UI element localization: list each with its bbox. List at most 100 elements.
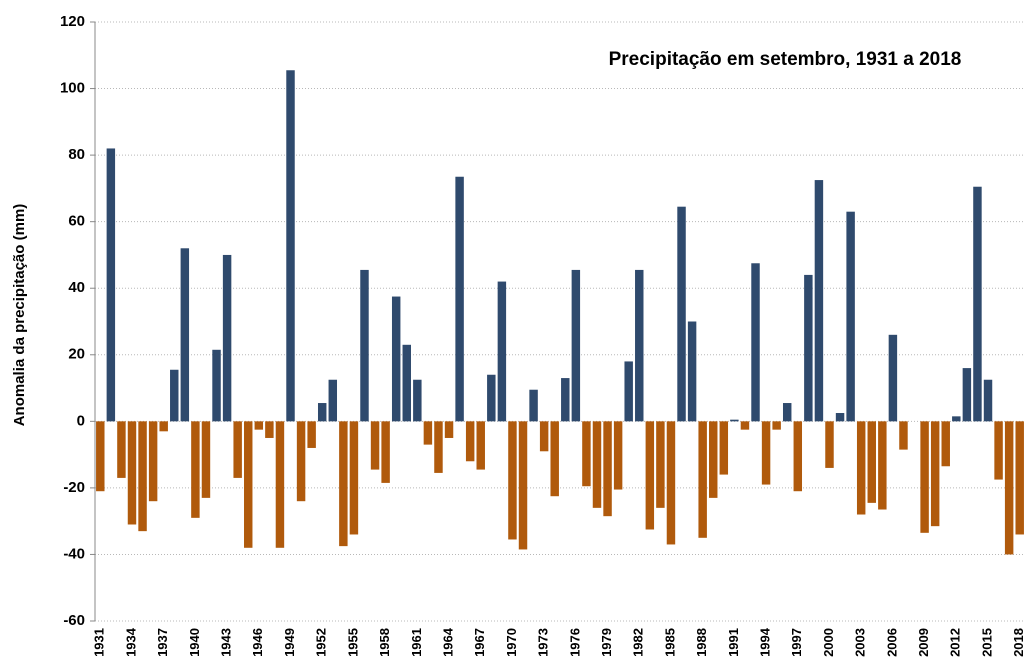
x-tick-label: 1982	[631, 628, 646, 657]
bar	[487, 374, 496, 422]
x-tick-label: 1970	[504, 628, 519, 657]
x-tick-label: 2015	[979, 628, 994, 657]
y-tick-label: 80	[68, 146, 85, 163]
bar	[402, 344, 411, 422]
y-tick-label: 20	[68, 346, 85, 363]
bar	[677, 206, 686, 422]
bar	[244, 421, 253, 548]
x-tick-label: 1985	[662, 628, 677, 657]
bar	[709, 421, 718, 498]
bar	[508, 421, 517, 540]
x-tick-label: 2012	[948, 628, 963, 657]
bar	[994, 421, 1003, 480]
x-tick-label: 1991	[726, 628, 741, 657]
bar	[719, 421, 729, 475]
bar	[212, 349, 221, 422]
x-tick-label: 1967	[472, 628, 487, 657]
x-tick-label: 1934	[123, 627, 138, 657]
x-tick-label: 2003	[853, 628, 868, 657]
x-tick-label: 1952	[314, 628, 329, 657]
bar	[286, 70, 295, 422]
bar	[370, 421, 380, 470]
bar	[222, 254, 232, 422]
bar	[275, 421, 285, 548]
bar	[856, 421, 866, 515]
bar	[201, 421, 211, 498]
x-tick-label: 1988	[694, 628, 709, 657]
bar	[117, 421, 126, 478]
bar	[296, 421, 306, 502]
bar	[613, 421, 623, 490]
x-tick-label: 1994	[758, 627, 773, 657]
bar	[529, 389, 538, 422]
y-tick-label: -40	[63, 545, 85, 562]
bar	[434, 421, 443, 473]
bar	[423, 421, 433, 445]
x-tick-label: 1943	[219, 628, 234, 657]
x-tick-label: 1979	[599, 628, 614, 657]
bar	[413, 379, 422, 422]
bar	[983, 379, 993, 422]
bar	[782, 403, 792, 422]
bar	[497, 281, 507, 422]
x-tick-label: 2000	[821, 628, 836, 657]
bar	[624, 361, 633, 422]
bar	[635, 269, 644, 422]
chart-title: Precipitação em setembro, 1931 a 2018	[609, 49, 962, 70]
bar	[825, 421, 834, 468]
bar	[698, 421, 707, 538]
x-tick-label: 1940	[187, 628, 202, 657]
x-tick-label: 1976	[567, 628, 582, 657]
bar	[180, 248, 190, 422]
x-tick-label: 1937	[155, 628, 170, 657]
bar	[941, 421, 950, 467]
bar	[465, 421, 475, 462]
y-tick-label: 100	[60, 80, 85, 97]
bar	[592, 421, 602, 508]
bar	[381, 421, 390, 483]
x-tick-label: 1955	[345, 628, 360, 657]
bar	[973, 186, 982, 422]
bar	[835, 413, 845, 422]
bar	[138, 421, 147, 532]
bar	[645, 421, 655, 530]
bar	[127, 421, 137, 525]
bar	[656, 421, 665, 508]
bar	[793, 421, 803, 492]
x-tick-label: 2009	[916, 628, 931, 657]
bar	[444, 421, 454, 438]
bar	[761, 421, 771, 485]
bar	[740, 421, 750, 430]
bar	[1004, 421, 1014, 555]
bar	[96, 421, 105, 492]
bar	[1015, 421, 1024, 535]
bar	[360, 269, 369, 422]
x-tick-label: 2006	[884, 628, 899, 657]
bar	[730, 419, 739, 422]
bar	[254, 421, 264, 430]
bar	[148, 421, 158, 502]
bar	[751, 263, 760, 422]
bar	[952, 416, 961, 422]
bar	[455, 176, 464, 422]
bar	[878, 421, 887, 510]
x-tick-label: 1961	[409, 628, 424, 657]
bar	[814, 180, 824, 422]
x-tick-label: 1931	[92, 628, 107, 657]
bar	[899, 421, 908, 450]
bar	[666, 421, 676, 545]
bar	[539, 421, 549, 452]
x-tick-label: 1964	[440, 627, 455, 657]
x-tick-label: 1949	[282, 628, 297, 657]
bar	[191, 421, 200, 518]
bar	[106, 148, 116, 422]
bar	[550, 421, 559, 497]
y-axis-label: Anomalia da precipitação (mm)	[11, 204, 28, 427]
bar	[920, 421, 929, 533]
bar	[962, 368, 972, 422]
y-tick-label: 60	[68, 213, 85, 230]
bar	[867, 421, 876, 503]
bar	[328, 379, 338, 422]
y-tick-label: 120	[60, 13, 85, 30]
